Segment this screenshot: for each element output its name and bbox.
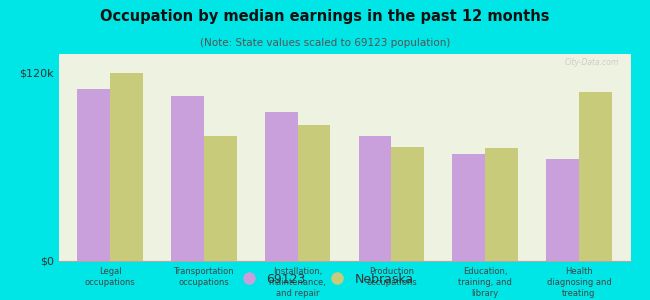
Bar [265,112,298,261]
Bar [452,154,485,261]
Bar [485,148,518,261]
Bar [579,92,612,261]
Legend: 69123, Nebraska: 69123, Nebraska [231,268,419,291]
Bar [391,146,424,261]
Bar [546,159,579,261]
Bar [204,136,237,261]
Bar [77,88,110,261]
Bar [171,96,204,261]
Bar [110,73,143,261]
Text: (Note: State values scaled to 69123 population): (Note: State values scaled to 69123 popu… [200,38,450,47]
Text: City-Data.com: City-Data.com [565,58,619,67]
Bar [298,124,330,261]
Bar [359,136,391,261]
Text: Occupation by median earnings in the past 12 months: Occupation by median earnings in the pas… [100,9,550,24]
